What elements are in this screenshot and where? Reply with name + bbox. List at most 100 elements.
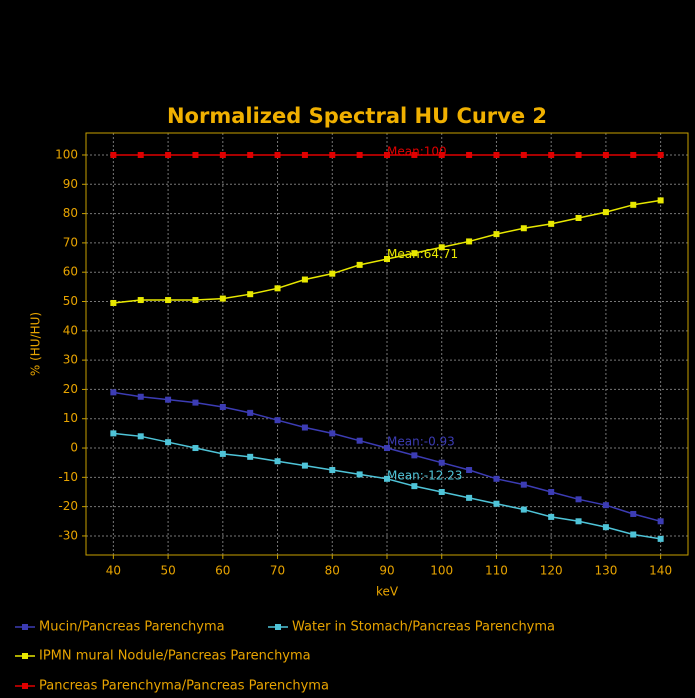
point — [657, 535, 664, 542]
point — [493, 500, 500, 507]
point — [137, 151, 144, 158]
point — [548, 151, 555, 158]
point — [192, 445, 199, 452]
point — [548, 220, 555, 227]
y-tick-label: -30 — [58, 528, 78, 542]
x-tick-label: 120 — [540, 564, 563, 578]
x-tick-label: 130 — [594, 564, 617, 578]
point — [575, 151, 582, 158]
x-tick-label: 40 — [106, 564, 121, 578]
point — [329, 467, 336, 474]
point — [356, 437, 363, 444]
y-tick-label: -20 — [58, 499, 78, 513]
point — [329, 270, 336, 277]
point — [356, 471, 363, 478]
legend-label: Pancreas Parenchyma/Pancreas Parenchyma — [39, 679, 329, 694]
point — [219, 450, 226, 457]
point — [329, 151, 336, 158]
legend-swatch — [275, 624, 281, 630]
point — [602, 524, 609, 531]
annotation: Mean:100 — [387, 145, 447, 159]
point — [165, 439, 172, 446]
y-tick-label: 60 — [63, 265, 78, 279]
annotation: Mean:-12.23 — [387, 468, 462, 482]
point — [137, 433, 144, 440]
point — [219, 151, 226, 158]
y-tick-label: 0 — [70, 441, 78, 455]
point — [575, 214, 582, 221]
point — [247, 453, 254, 460]
point — [356, 261, 363, 268]
point — [657, 197, 664, 204]
point — [466, 151, 473, 158]
point — [493, 151, 500, 158]
y-tick-label: -10 — [58, 470, 78, 484]
point — [384, 445, 390, 452]
x-tick-label: 140 — [649, 564, 672, 578]
point — [274, 285, 281, 292]
y-tick-label: 30 — [63, 353, 78, 367]
point — [301, 276, 308, 283]
legend-label: Water in Stomach/Pancreas Parenchyma — [292, 620, 555, 635]
x-axis-label: keV — [376, 585, 399, 599]
point — [411, 250, 418, 257]
point — [630, 510, 637, 517]
point — [411, 452, 418, 459]
y-tick-label: 40 — [63, 323, 78, 337]
point — [493, 475, 500, 482]
point — [301, 424, 308, 431]
point — [438, 488, 445, 495]
legend-swatch — [22, 653, 28, 659]
point — [384, 151, 390, 158]
point — [137, 297, 144, 304]
point — [165, 297, 172, 304]
point — [384, 475, 390, 482]
point — [247, 409, 254, 416]
x-tick-label: 50 — [160, 564, 175, 578]
point — [110, 151, 117, 158]
legend-label: Mucin/Pancreas Parenchyma — [39, 620, 225, 635]
point — [575, 518, 582, 525]
point — [657, 151, 664, 158]
point — [137, 393, 144, 400]
legend-swatch — [22, 624, 28, 630]
point — [110, 389, 117, 396]
annotation: Mean:-0.93 — [387, 435, 455, 449]
point — [274, 417, 281, 424]
point — [356, 151, 363, 158]
point — [192, 297, 199, 304]
point — [466, 238, 473, 245]
y-tick-label: 100 — [55, 147, 78, 161]
point — [520, 481, 527, 488]
point — [192, 151, 199, 158]
point — [602, 502, 609, 509]
point — [466, 494, 473, 501]
point — [301, 151, 308, 158]
chart-title: Normalized Spectral HU Curve 2 — [167, 104, 547, 128]
point — [575, 496, 582, 503]
point — [520, 151, 527, 158]
point — [247, 151, 254, 158]
point — [520, 506, 527, 513]
point — [329, 430, 336, 437]
point — [411, 483, 418, 490]
point — [165, 396, 172, 403]
point — [493, 231, 500, 238]
point — [411, 151, 418, 158]
x-tick-label: 100 — [430, 564, 453, 578]
point — [602, 151, 609, 158]
point — [438, 459, 445, 466]
legend-label: IPMN mural Nodule/Pancreas Parenchyma — [39, 649, 311, 664]
annotation: Mean:64.71 — [387, 247, 458, 261]
point — [247, 291, 254, 298]
x-tick-label: 70 — [270, 564, 285, 578]
point — [110, 299, 117, 306]
point — [384, 256, 390, 263]
point — [630, 201, 637, 208]
plot-border — [85, 132, 689, 556]
point — [466, 467, 473, 474]
point — [630, 531, 637, 538]
x-tick-label: 90 — [379, 564, 394, 578]
